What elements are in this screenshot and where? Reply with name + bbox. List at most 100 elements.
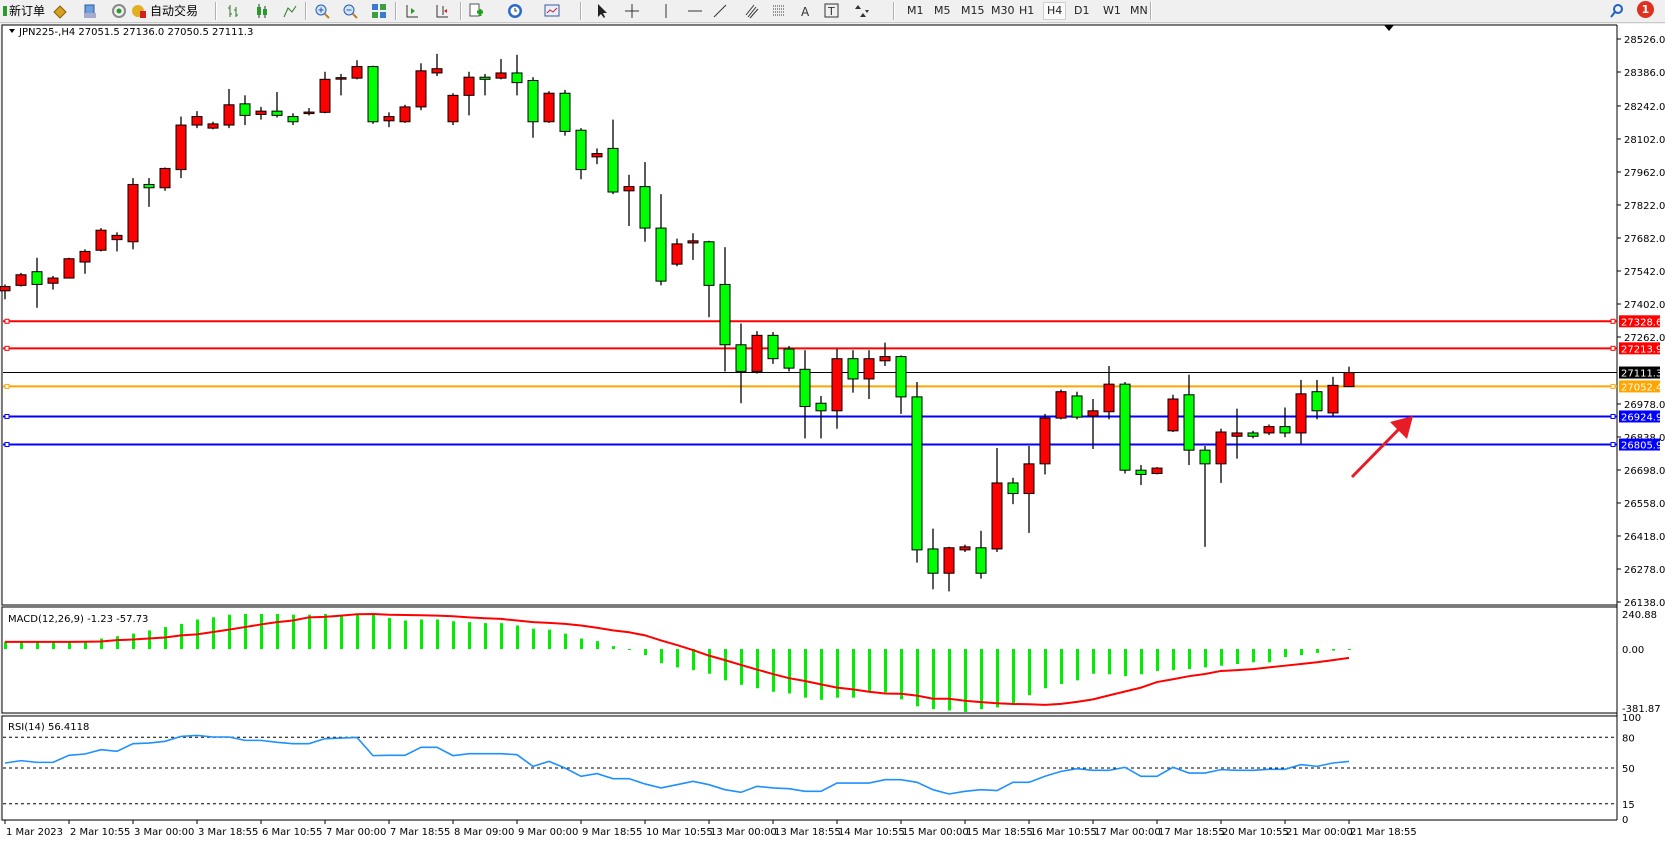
candle[interactable] xyxy=(1231,432,1243,437)
arrows-icon[interactable] xyxy=(853,3,869,19)
candle[interactable] xyxy=(783,348,795,369)
candle[interactable] xyxy=(127,183,139,243)
candle[interactable] xyxy=(1343,372,1355,388)
metaquotes-folder-icon[interactable] xyxy=(52,3,68,19)
candle[interactable] xyxy=(1183,394,1195,451)
candle[interactable] xyxy=(1263,426,1275,434)
timeframe-h4[interactable]: H4 xyxy=(1043,2,1067,20)
periods-icon[interactable] xyxy=(507,3,523,19)
search-icon[interactable] xyxy=(1609,3,1625,19)
candle[interactable] xyxy=(399,106,411,123)
candle[interactable] xyxy=(111,234,123,241)
candle[interactable] xyxy=(1295,393,1307,434)
zoom-in-icon[interactable] xyxy=(314,3,330,19)
candle[interactable] xyxy=(463,76,475,96)
text-icon[interactable]: A xyxy=(798,3,814,19)
candle[interactable] xyxy=(63,258,75,279)
templates-icon[interactable] xyxy=(544,3,560,19)
new-order-button[interactable]: 新订单 xyxy=(3,2,45,20)
chart-shift-icon[interactable] xyxy=(404,3,420,19)
text-label-icon[interactable]: T xyxy=(824,3,840,19)
crosshair-icon[interactable] xyxy=(624,3,640,19)
line-anchor[interactable] xyxy=(4,345,10,351)
candle[interactable] xyxy=(543,92,555,123)
line-anchor[interactable] xyxy=(1610,383,1616,389)
candle[interactable] xyxy=(303,111,315,115)
candle[interactable] xyxy=(527,79,539,123)
candle[interactable] xyxy=(1327,384,1339,414)
candle[interactable] xyxy=(767,334,779,360)
candle[interactable] xyxy=(207,123,219,129)
candle[interactable] xyxy=(1087,410,1099,417)
zoom-out-icon[interactable] xyxy=(342,3,358,19)
candle[interactable] xyxy=(31,271,43,285)
candle[interactable] xyxy=(1215,431,1227,465)
candle[interactable] xyxy=(0,286,11,292)
candle[interactable] xyxy=(991,482,1003,550)
candle[interactable] xyxy=(79,250,91,263)
candle[interactable] xyxy=(175,124,187,171)
candle[interactable] xyxy=(1023,463,1035,495)
tile-windows-icon[interactable] xyxy=(371,3,387,19)
line-anchor[interactable] xyxy=(1610,318,1616,324)
line-anchor[interactable] xyxy=(4,413,10,419)
candle[interactable] xyxy=(911,396,923,551)
line-chart-icon[interactable] xyxy=(282,3,298,19)
fibonacci-channel-icon[interactable] xyxy=(744,3,760,19)
candlestick-icon[interactable] xyxy=(254,3,270,19)
candle[interactable] xyxy=(1103,383,1115,413)
candle[interactable] xyxy=(975,547,987,574)
candle[interactable] xyxy=(495,72,507,79)
timeframe-m1[interactable]: M1 xyxy=(907,4,924,17)
candle[interactable] xyxy=(607,147,619,193)
bar-chart-icon[interactable] xyxy=(226,3,242,19)
candle[interactable] xyxy=(415,70,427,108)
candle[interactable] xyxy=(1167,398,1179,432)
candle[interactable] xyxy=(239,103,251,116)
candle[interactable] xyxy=(479,76,491,80)
line-anchor[interactable] xyxy=(1610,413,1616,419)
candle[interactable] xyxy=(799,368,811,408)
candle[interactable] xyxy=(1119,383,1131,471)
candle[interactable] xyxy=(895,356,907,398)
candle[interactable] xyxy=(367,66,379,123)
chart-window[interactable]: JPN225-,H4 27051.5 27136.0 27050.5 27111… xyxy=(0,24,1665,842)
candle[interactable] xyxy=(335,77,347,80)
candle[interactable] xyxy=(735,344,747,372)
timeframe-d1[interactable]: D1 xyxy=(1074,4,1090,17)
timeframe-m5[interactable]: M5 xyxy=(934,4,951,17)
candle[interactable] xyxy=(1055,391,1067,419)
collapse-triangle-icon[interactable] xyxy=(9,29,15,33)
candle[interactable] xyxy=(719,283,731,346)
candle[interactable] xyxy=(511,72,523,84)
candle[interactable] xyxy=(559,92,571,132)
fibonacci-icon[interactable] xyxy=(772,3,788,19)
candle[interactable] xyxy=(1279,426,1291,434)
candle[interactable] xyxy=(287,116,299,123)
candle[interactable] xyxy=(1151,467,1163,475)
candle[interactable] xyxy=(623,186,635,192)
candle[interactable] xyxy=(1135,469,1147,475)
candle[interactable] xyxy=(431,68,443,74)
candle[interactable] xyxy=(271,110,283,116)
candle[interactable] xyxy=(95,229,107,251)
cursor-icon[interactable] xyxy=(594,3,610,19)
horizontal-line-icon[interactable] xyxy=(687,3,703,19)
candle[interactable] xyxy=(847,358,859,380)
candle[interactable] xyxy=(47,277,59,284)
autoscroll-icon[interactable] xyxy=(434,3,450,19)
notification-badge[interactable]: 1 xyxy=(1637,1,1654,18)
annotation-arrow-head-icon[interactable] xyxy=(1390,416,1413,439)
candle[interactable] xyxy=(191,116,203,126)
candle[interactable] xyxy=(383,116,395,122)
candle[interactable] xyxy=(863,358,875,380)
timeframe-m15[interactable]: M15 xyxy=(961,4,985,17)
candle[interactable] xyxy=(959,546,971,551)
trendline-icon[interactable] xyxy=(712,3,728,19)
auto-trading-button[interactable]: 自动交易 xyxy=(131,2,198,20)
timeframe-m30[interactable]: M30 xyxy=(991,4,1015,17)
annotation-arrow-shaft[interactable] xyxy=(1350,426,1402,479)
candle[interactable] xyxy=(1311,391,1323,412)
line-anchor[interactable] xyxy=(1610,345,1616,351)
candle[interactable] xyxy=(1039,417,1051,465)
